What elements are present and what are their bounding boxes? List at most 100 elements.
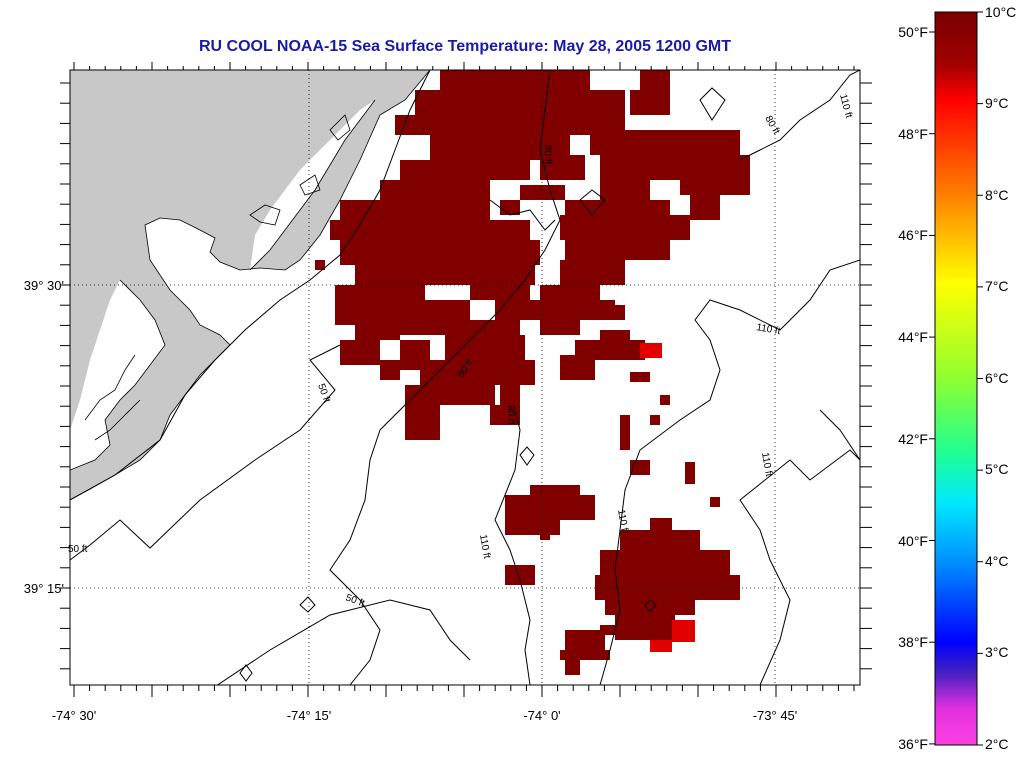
sst-cell	[630, 90, 670, 115]
sst-cell	[405, 405, 440, 440]
coastline	[70, 70, 431, 501]
lat-label: 39° 30'	[24, 278, 64, 293]
sst-cell	[470, 280, 530, 300]
sst-cell	[620, 530, 700, 550]
bay	[70, 280, 165, 500]
sst-cell	[355, 325, 400, 340]
sst-cell	[330, 220, 530, 240]
sst-cell	[690, 195, 720, 220]
colorbar-celsius-label: 2°C	[985, 736, 1009, 752]
plot-frame	[69, 69, 861, 686]
lon-label: -73° 45'	[753, 708, 798, 723]
sst-cell	[380, 360, 400, 380]
sst-cell	[540, 155, 585, 180]
sst-cell	[560, 260, 625, 285]
sst-cell	[515, 565, 535, 575]
isobath-label: 50 ft	[68, 544, 88, 555]
sst-cell	[540, 320, 580, 335]
sst-cell	[395, 115, 625, 135]
colorbar-fahrenheit-label: 48°F	[898, 126, 928, 142]
sst-cell	[620, 415, 630, 450]
land-mass	[70, 70, 430, 500]
sst-cell	[440, 70, 590, 90]
colorbar-celsius-label: 5°C	[985, 461, 1009, 477]
isobath-label: 110 ft	[755, 322, 781, 337]
isobath-label: 80 ft	[542, 145, 553, 165]
map-title: RU COOL NOAA-15 Sea Surface Temperature:…	[198, 38, 732, 55]
sst-cell	[400, 300, 470, 335]
lat-label: 39° 15'	[24, 581, 64, 596]
isobath-label: 110 ft	[615, 509, 630, 535]
sst-cell	[495, 300, 615, 320]
sst-cell	[560, 215, 690, 240]
sst-cell	[660, 395, 670, 405]
sst-cell	[505, 495, 595, 520]
sst-cell	[605, 595, 695, 615]
colorbar-celsius-label: 10°C	[985, 4, 1016, 20]
sst-cell	[540, 530, 550, 540]
sst-cell	[615, 305, 625, 320]
sst-cell	[340, 240, 540, 265]
isobath-lines	[70, 70, 860, 685]
sst-cell	[315, 260, 325, 270]
isobath-label: 80 ft	[505, 405, 516, 425]
sst-cell	[335, 305, 400, 325]
colorbar	[934, 11, 978, 746]
isobath-label: 80 ft	[762, 114, 781, 137]
sst-cell	[640, 70, 670, 90]
sst-pixels	[315, 70, 750, 675]
sst-cell	[650, 518, 672, 533]
colorbar-fahrenheit-label: 46°F	[898, 227, 928, 243]
colorbar-celsius-label: 3°C	[985, 644, 1009, 660]
colorbar-celsius-label: 6°C	[985, 370, 1009, 386]
colorbar-ticks	[929, 11, 983, 746]
isobath-label: 50 ft	[344, 592, 366, 609]
sst-cell	[565, 240, 670, 260]
isobath-label: 50 ft	[315, 382, 332, 404]
sst-cell	[445, 335, 525, 360]
sst-cell	[490, 405, 505, 425]
sst-cell	[520, 185, 565, 200]
sst-cell	[650, 415, 660, 425]
sst-cell	[380, 180, 490, 200]
sst-cell	[340, 200, 490, 220]
sst-cell	[405, 385, 495, 405]
colorbar-fahrenheit-label: 42°F	[898, 431, 928, 447]
isobath-label: 110 ft	[759, 452, 774, 478]
colorbar-fahrenheit-label: 44°F	[898, 329, 928, 345]
colorbar-fahrenheit-label: 38°F	[898, 634, 928, 650]
sst-cell	[560, 355, 595, 380]
colorbar-fahrenheit-label: 50°F	[898, 24, 928, 40]
sst-cell	[630, 372, 650, 382]
colorbar-celsius-label: 8°C	[985, 187, 1009, 203]
isobath-label: 110 ft	[837, 93, 854, 120]
graticule	[70, 70, 860, 685]
bay	[250, 100, 375, 270]
colorbar-celsius-label: 7°C	[985, 278, 1009, 294]
sst-cell	[600, 155, 750, 180]
sst-cell	[565, 660, 580, 675]
isobath-label: 110 ft	[477, 534, 492, 560]
sst-cell	[600, 625, 620, 635]
sst-cell	[680, 180, 750, 195]
sst-cell	[420, 360, 535, 385]
sst-hot-pixels	[640, 343, 695, 652]
sst-cell	[685, 462, 695, 484]
lon-label: -74° 0'	[523, 708, 560, 723]
axis-ticks	[60, 62, 872, 697]
sst-cell	[615, 615, 675, 640]
sst-cell	[400, 160, 530, 180]
sst-cell	[415, 90, 625, 115]
lon-label: -74° 15'	[287, 708, 332, 723]
colorbar-celsius-label: 4°C	[985, 553, 1009, 569]
lon-label: -74° 30'	[52, 708, 97, 723]
colorbar-celsius-label: 9°C	[985, 95, 1009, 111]
sst-cell	[600, 180, 650, 200]
sst-cell	[590, 130, 740, 155]
sst-cell	[505, 520, 560, 535]
sst-cell	[585, 640, 605, 660]
colorbar-fahrenheit-label: 36°F	[898, 736, 928, 752]
sst-cell	[600, 550, 730, 575]
sst-cell	[340, 340, 380, 365]
